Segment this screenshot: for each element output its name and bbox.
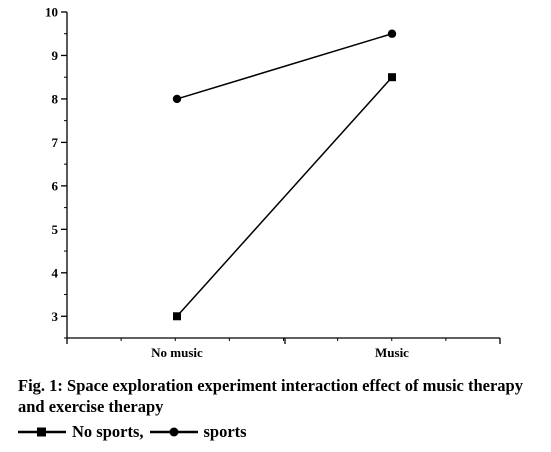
- y-tick-label: 6: [52, 178, 59, 193]
- series-line: [176, 76, 393, 317]
- y-tick-label: 10: [45, 5, 58, 20]
- series-sports: [172, 29, 397, 104]
- x-tick-label: No music: [151, 345, 203, 360]
- y-tick-label: 3: [52, 309, 59, 324]
- axes: 3 4 5 6 7 8 9 10 No music Music: [45, 5, 501, 360]
- data-point-square: [173, 312, 181, 321]
- figure-caption: Fig. 1: Space exploration experiment int…: [18, 375, 546, 417]
- legend-label-sports: sports: [203, 422, 247, 441]
- legend-entry-no-sports: No sports: [18, 421, 139, 443]
- caption-text: Fig. 1: Space exploration experiment int…: [18, 376, 523, 416]
- series-no-sports: [173, 73, 396, 321]
- data-point-circle: [172, 94, 182, 104]
- y-tick-label: 5: [52, 222, 59, 237]
- data-point-square: [388, 73, 396, 82]
- legend-label-no-sports: No sports: [72, 422, 140, 441]
- square-marker-icon: [18, 427, 66, 437]
- legend-entry-sports: sports: [149, 421, 247, 443]
- legend-separator: ,: [139, 422, 144, 441]
- legend: No sports , sports: [18, 421, 247, 443]
- y-tick-label: 9: [52, 48, 59, 63]
- y-tick-label: 4: [52, 265, 59, 280]
- data-point-circle: [387, 29, 397, 38]
- circle-marker-icon: [149, 427, 198, 437]
- series-line: [176, 33, 393, 100]
- y-tick-label: 7: [52, 135, 59, 150]
- x-tick-label: Music: [375, 345, 409, 360]
- series-group: [172, 29, 397, 321]
- y-tick-label: 8: [52, 91, 59, 106]
- chart: 3 4 5 6 7 8 9 10 No music Music: [45, 5, 501, 360]
